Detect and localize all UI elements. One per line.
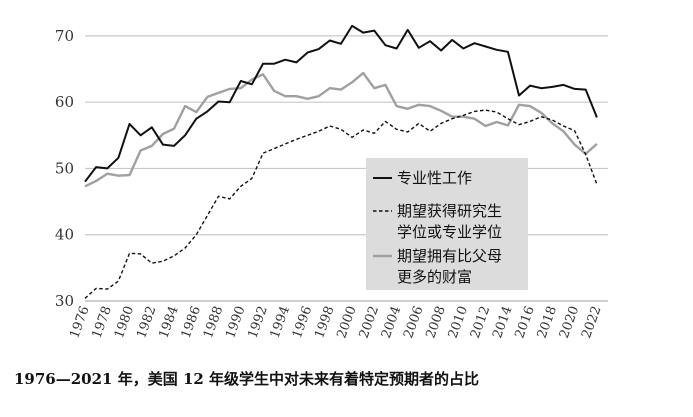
legend-label: 期望拥有比父母 [397,247,502,265]
x-tick-label: 2022 [579,304,604,340]
legend-box [366,158,528,290]
legend-label: 专业性工作 [397,169,472,187]
y-tick-label: 30 [55,292,74,310]
y-tick-label: 70 [55,27,74,45]
y-tick-label: 40 [55,226,74,244]
chart-caption: 1976—2021 年，美国 12 年级学生中对未来有着特定预期者的占比 [14,370,480,388]
x-axis-ticks: 1976197819801982198419861988199019921994… [67,304,604,340]
gridlines [85,35,608,302]
series-lines [84,24,598,299]
series-line-1 [84,109,598,299]
legend-label: 期望获得研究生 [397,202,502,220]
legend-label: 学位或专业学位 [397,223,502,241]
line-chart: 30 40 50 60 70 19761978198019821984198619881… [55,24,608,340]
y-axis-ticks: 30 40 50 60 70 [55,27,74,310]
legend-label: 更多的财富 [397,268,472,286]
series-line-2 [84,71,598,188]
y-tick-label: 60 [55,93,74,111]
y-tick-label: 50 [55,159,74,177]
series-line-0 [84,24,598,183]
